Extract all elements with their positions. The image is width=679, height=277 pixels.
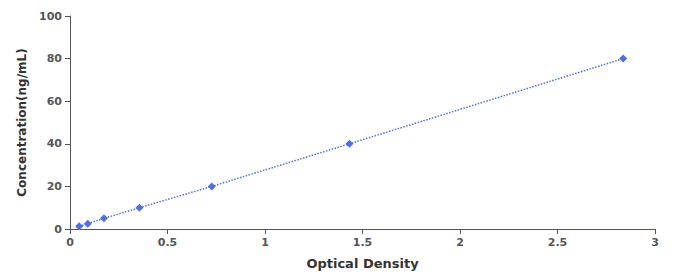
svg-text:2.5: 2.5 xyxy=(548,236,568,249)
svg-text:1: 1 xyxy=(261,236,269,249)
svg-text:100: 100 xyxy=(39,10,62,23)
svg-text:0.5: 0.5 xyxy=(158,236,178,249)
svg-text:1.5: 1.5 xyxy=(353,236,373,249)
svg-text:40: 40 xyxy=(47,137,63,150)
svg-text:Optical Density: Optical Density xyxy=(306,256,419,271)
svg-text:60: 60 xyxy=(47,95,63,108)
svg-text:3: 3 xyxy=(651,236,659,249)
svg-text:0: 0 xyxy=(66,236,74,249)
svg-text:0: 0 xyxy=(54,223,62,236)
svg-text:20: 20 xyxy=(47,180,63,193)
svg-text:80: 80 xyxy=(47,52,63,65)
svg-text:Concentration(ng/mL): Concentration(ng/mL) xyxy=(15,48,29,196)
svg-text:2: 2 xyxy=(456,236,464,249)
